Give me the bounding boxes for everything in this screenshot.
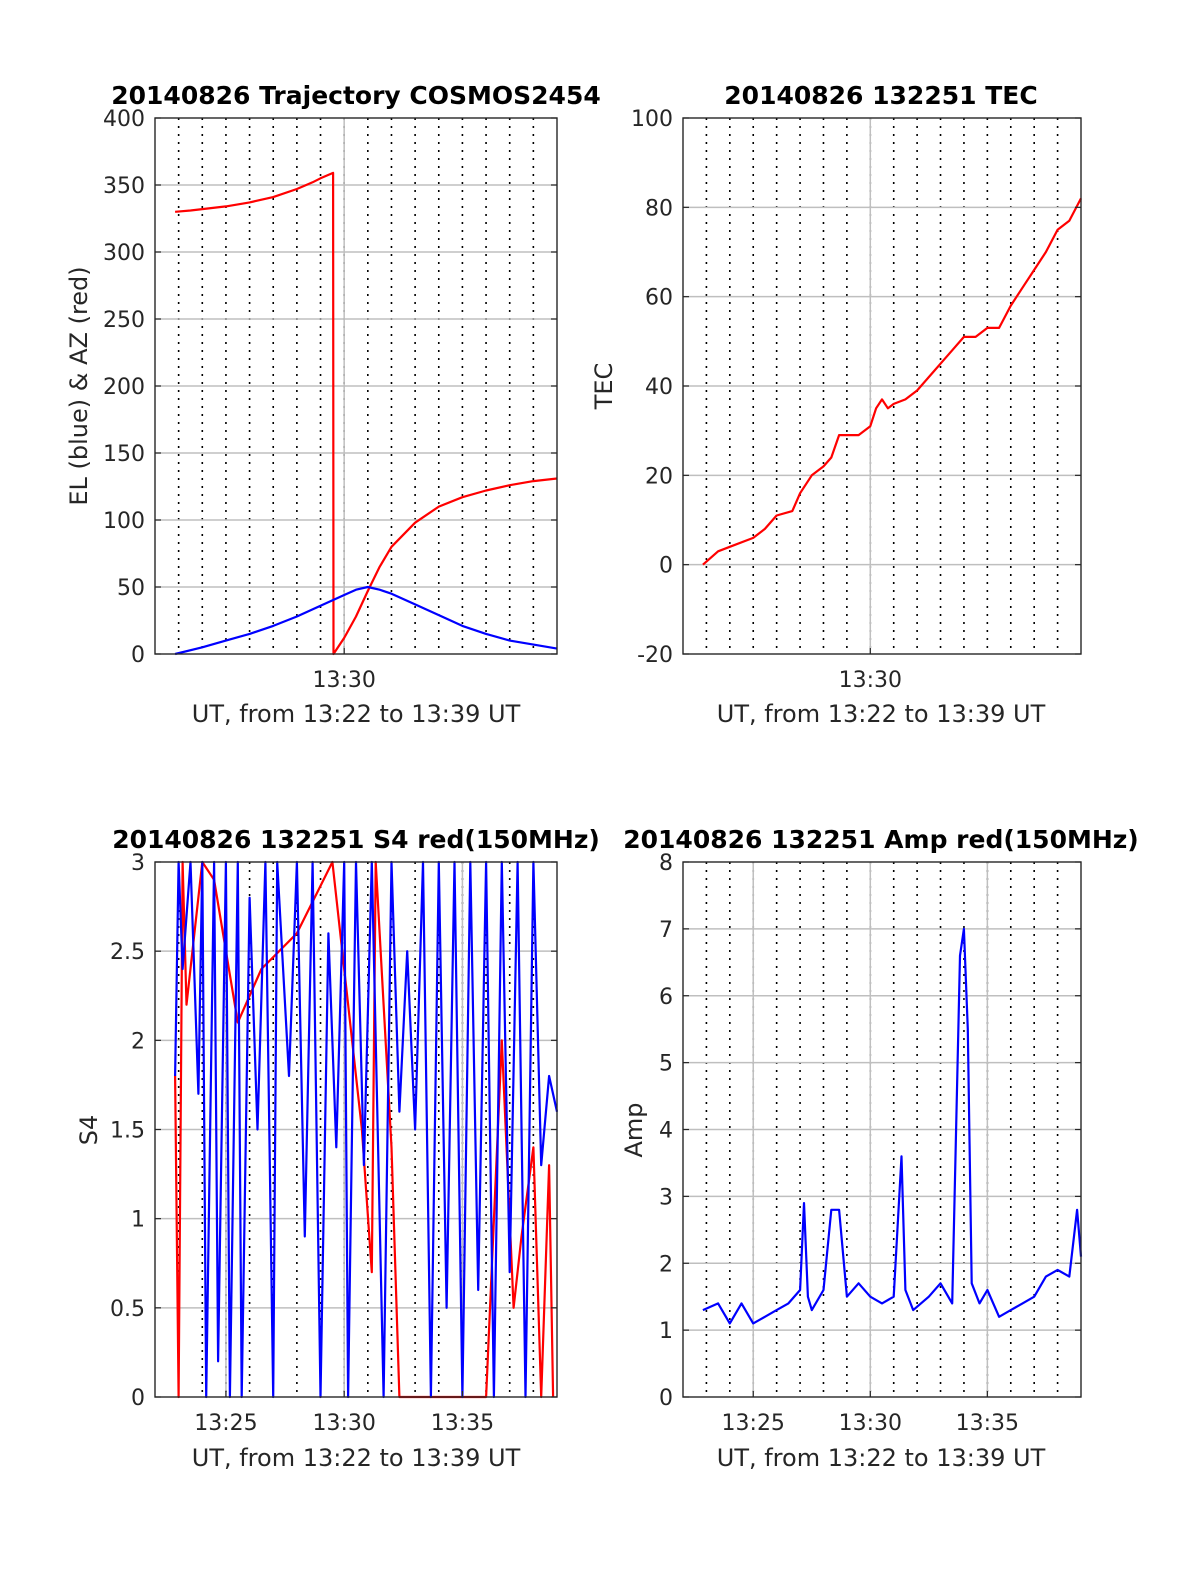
amp-y-tick-label: 8	[659, 851, 673, 876]
tec-series-line-0	[702, 197, 1082, 566]
amp-y-tick-label: 0	[659, 1386, 673, 1411]
s4-x-tick-label: 13:30	[312, 1411, 375, 1436]
s4-y-tick-label: 0.5	[110, 1297, 145, 1322]
amp-y-tick-label: 6	[659, 985, 673, 1010]
tec-y-tick-label: 80	[645, 196, 673, 221]
trajectory-y-tick-label: 400	[103, 107, 145, 132]
s4-y-tick-label: 0	[131, 1386, 145, 1411]
tec-y-tick-label: -20	[637, 643, 673, 668]
amp-xlabel: UT, from 13:22 to 13:39 UT	[717, 1444, 1046, 1472]
amp-x-ticks: 13:25 13:30 13:35	[722, 1391, 1019, 1436]
tec-title: 20140826 132251 TEC	[724, 81, 1037, 110]
trajectory-y-tick-label: 250	[103, 308, 145, 333]
chart-tec: -20 0 20 40 60 80 100 13:30 20140826 132251 TE…	[590, 81, 1082, 728]
trajectory-series-line-0	[175, 171, 558, 656]
amp-grid	[683, 862, 1081, 1397]
tec-y-tick-label: 40	[645, 375, 673, 400]
chart-trajectory: 0 50 100 150 200 250 300 350 400 13:30 20140826 …	[65, 81, 601, 728]
trajectory-y-tick-label: 50	[117, 576, 145, 601]
amp-title: 20140826 132251 Amp red(150MHz)	[623, 825, 1139, 854]
s4-y-tick-label: 2	[131, 1029, 145, 1054]
trajectory-y-tick-label: 200	[103, 375, 145, 400]
tec-x-ticks: 13:30	[839, 648, 902, 693]
s4-ylabel: S4	[75, 1115, 103, 1146]
tec-y-tick-label: 60	[645, 286, 673, 311]
tec-grid	[683, 118, 1081, 654]
amp-y-tick-label: 2	[659, 1252, 673, 1277]
amp-y-tick-label: 4	[659, 1119, 673, 1144]
s4-title: 20140826 132251 S4 red(150MHz)	[112, 825, 600, 854]
trajectory-x-ticks: 13:30	[312, 648, 376, 693]
amp-y-tick-label: 7	[659, 918, 673, 943]
amp-y-ticks: 0 1 2 3 4 5 6 7 8	[659, 851, 1081, 1411]
tec-ylabel: TEC	[590, 363, 618, 411]
trajectory-y-tick-label: 100	[103, 509, 145, 534]
amp-x-tick-label: 13:30	[839, 1411, 902, 1436]
s4-x-ticks: 13:25 13:30 13:35	[194, 1391, 494, 1436]
amp-series	[702, 927, 1083, 1325]
chart-amp: 0 1 2 3 4 5 6 7 8 13:25 13:30 13:35 20140826 13225…	[620, 825, 1139, 1472]
tec-xlabel: UT, from 13:22 to 13:39 UT	[717, 700, 1046, 728]
trajectory-series	[174, 171, 558, 656]
s4-y-tick-label: 1.5	[110, 1119, 145, 1144]
amp-y-tick-label: 3	[659, 1185, 673, 1210]
amp-x-tick-label: 13:25	[722, 1411, 785, 1436]
tec-x-tick-label: 13:30	[839, 668, 902, 693]
s4-y-tick-label: 3	[131, 851, 145, 876]
tec-y-tick-label: 100	[631, 107, 673, 132]
s4-x-tick-label: 13:35	[431, 1411, 494, 1436]
s4-xlabel: UT, from 13:22 to 13:39 UT	[192, 1444, 521, 1472]
trajectory-title: 20140826 Trajectory COSMOS2454	[111, 81, 601, 110]
trajectory-y-tick-label: 150	[103, 442, 145, 467]
tec-series	[702, 197, 1082, 566]
trajectory-ylabel: EL (blue) & AZ (red)	[65, 266, 93, 505]
trajectory-y-tick-label: 350	[103, 174, 145, 199]
trajectory-grid	[155, 118, 557, 654]
amp-y-tick-label: 5	[659, 1052, 673, 1077]
tec-y-tick-label: 20	[645, 464, 673, 489]
amp-x-tick-label: 13:35	[956, 1411, 1019, 1436]
trajectory-xlabel: UT, from 13:22 to 13:39 UT	[192, 700, 521, 728]
s4-y-tick-label: 2.5	[110, 940, 145, 965]
trajectory-y-tick-label: 0	[131, 643, 145, 668]
trajectory-x-tick-label: 13:30	[312, 668, 375, 693]
s4-y-ticks: 0 0.5 1 1.5 2 2.5 3	[110, 851, 557, 1411]
tec-y-ticks: -20 0 20 40 60 80 100	[631, 107, 1081, 668]
trajectory-y-tick-label: 300	[103, 241, 145, 266]
trajectory-series-line-1	[174, 585, 558, 656]
s4-y-tick-label: 1	[131, 1208, 145, 1233]
tec-y-tick-label: 0	[659, 554, 673, 579]
amp-y-tick-label: 1	[659, 1319, 673, 1344]
amp-ylabel: Amp	[620, 1102, 648, 1157]
chart-s4: 0 0.5 1 1.5 2 2.5 3 13:25 13:30 13:35 20140826 1…	[75, 825, 600, 1472]
s4-x-tick-label: 13:25	[194, 1411, 257, 1436]
trajectory-y-ticks: 0 50 100 150 200 250 300 350 400	[103, 107, 557, 668]
amp-series-line-0	[702, 927, 1083, 1325]
